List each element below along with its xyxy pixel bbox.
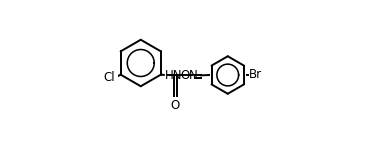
Text: O: O — [171, 99, 180, 112]
Text: O: O — [180, 69, 189, 82]
Text: HN: HN — [165, 69, 182, 82]
Text: Cl: Cl — [104, 71, 115, 84]
Text: N: N — [189, 69, 198, 82]
Text: Br: Br — [248, 69, 261, 81]
